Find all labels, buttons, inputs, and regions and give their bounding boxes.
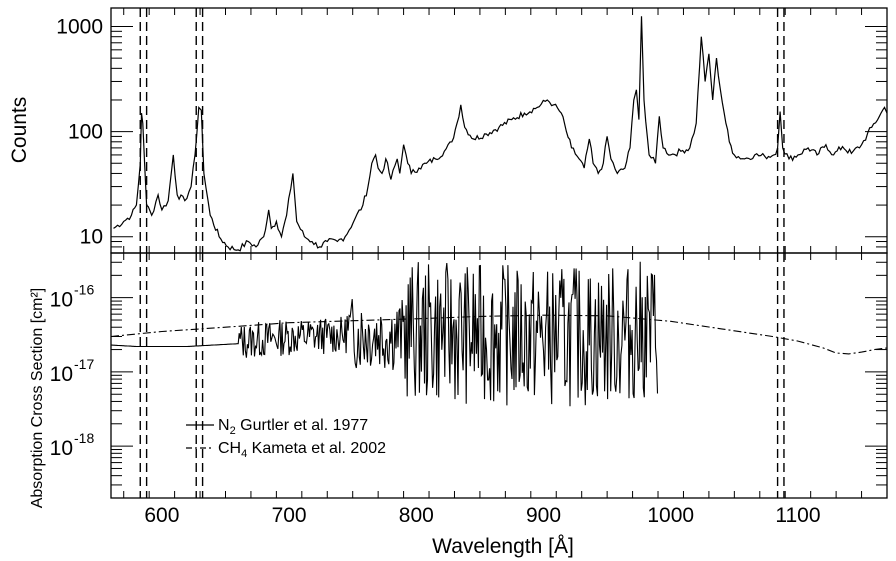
y-tick-label-exponent: -18 <box>74 430 94 446</box>
y-tick-label: 10 <box>80 226 103 249</box>
x-axis-label: Wavelength [Å] <box>432 535 574 558</box>
y-tick-label: 10 <box>50 363 73 386</box>
ch4-cross-section-line <box>110 314 888 355</box>
y-axis-label-bottom: Absorption Cross Section [cm²] <box>29 288 46 509</box>
x-tick-label: 1100 <box>775 504 820 527</box>
x-tick-label: 600 <box>144 504 179 527</box>
legend-label: N2 Gurtler et al. 1977 <box>218 417 368 437</box>
plot-frame-top <box>110 7 888 254</box>
y-axis-label-top: Counts <box>8 97 31 164</box>
y-tick-label: 1000 <box>56 16 103 39</box>
x-tick-label: 1000 <box>647 504 694 527</box>
legend-label: CH4 Kameta et al. 2002 <box>218 440 386 460</box>
n2-cross-section-line <box>111 261 659 407</box>
x-tick-label: 700 <box>272 504 307 527</box>
y-tick-label: 100 <box>68 121 103 144</box>
y-tick-label-exponent: -16 <box>74 282 94 298</box>
counts-spectrum-line <box>113 16 888 252</box>
x-tick-label: 900 <box>526 504 561 527</box>
x-tick-label: 800 <box>399 504 434 527</box>
y-tick-label: 10 <box>50 289 73 312</box>
y-tick-label-exponent: -17 <box>74 356 94 372</box>
legend: N2 Gurtler et al. 1977 CH4 Kameta et al. … <box>186 417 386 460</box>
panel-top: 10 100 1000 <box>56 7 888 254</box>
y-tick-label: 10 <box>50 437 73 460</box>
